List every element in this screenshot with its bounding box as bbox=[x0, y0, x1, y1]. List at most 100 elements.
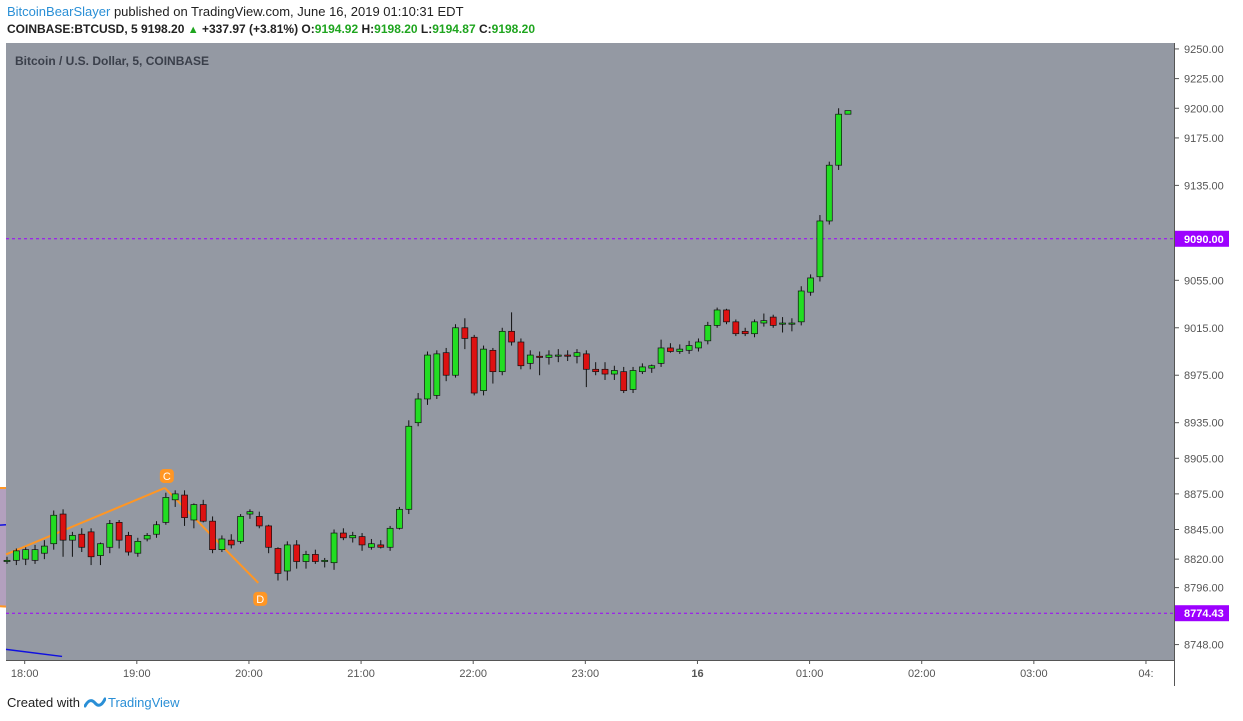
candle-body bbox=[293, 544, 301, 562]
candle-2325 bbox=[629, 366, 637, 394]
candle-2405 bbox=[704, 321, 712, 345]
candle-2330 bbox=[639, 363, 646, 375]
candle-2335 bbox=[648, 364, 656, 373]
candle-body bbox=[3, 559, 11, 562]
trend-line-1 bbox=[5, 648, 63, 658]
candle-body bbox=[227, 539, 235, 546]
candle-1755 bbox=[12, 548, 20, 566]
close-label: C: bbox=[478, 22, 492, 36]
candle-body bbox=[340, 532, 347, 539]
candle-body bbox=[31, 549, 39, 561]
symbol-label: COINBASE:BTCUSD, 5 bbox=[7, 22, 138, 36]
open-value: 9194.92 bbox=[314, 22, 359, 36]
candle-body bbox=[97, 543, 104, 556]
candle-body bbox=[620, 371, 628, 392]
candle-body bbox=[685, 345, 693, 351]
candle-body bbox=[564, 354, 571, 357]
candle-body bbox=[255, 516, 263, 527]
candle-2020 bbox=[283, 541, 291, 581]
candle-body bbox=[629, 370, 637, 390]
y-tick-label: 9135.00 bbox=[1184, 180, 1224, 192]
price-axis-background bbox=[1174, 43, 1236, 686]
candle-body bbox=[489, 349, 497, 373]
candle-2425 bbox=[741, 327, 749, 337]
candle-1915 bbox=[162, 492, 170, 525]
candle-1900 bbox=[134, 537, 142, 557]
ohlc-legend: COINBASE:BTCUSD, 5 9198.20 ▲ +337.97 (+3… bbox=[7, 22, 535, 36]
candle-2340 bbox=[657, 339, 665, 367]
candle-1800 bbox=[22, 547, 30, 566]
candle-1815 bbox=[50, 510, 58, 550]
pattern-fill bbox=[0, 487, 6, 607]
candle-body bbox=[87, 531, 95, 558]
candle-2235 bbox=[536, 351, 543, 376]
candle-2145 bbox=[442, 347, 450, 382]
candle-body bbox=[349, 535, 357, 539]
x-tick-label: 02:00 bbox=[908, 668, 936, 680]
candle-body bbox=[358, 536, 366, 546]
candle-2320 bbox=[620, 366, 628, 394]
candle-1940 bbox=[209, 516, 216, 554]
candle-body bbox=[713, 309, 721, 326]
y-tick-label: 8845.00 bbox=[1184, 524, 1224, 536]
candle-2355 bbox=[685, 340, 693, 354]
candle-2435 bbox=[760, 313, 768, 327]
y-tick-label: 8905.00 bbox=[1184, 453, 1224, 465]
candle-body bbox=[611, 370, 618, 375]
close-value: 9198.20 bbox=[491, 22, 536, 36]
candle-body bbox=[779, 322, 786, 325]
candle-2400 bbox=[695, 338, 702, 352]
chart-title: Bitcoin / U.S. Dollar, 5, COINBASE bbox=[15, 54, 209, 68]
candle-2030 bbox=[302, 550, 310, 569]
candle-body bbox=[143, 535, 151, 540]
candle-body bbox=[554, 354, 562, 357]
y-tick-label: 8975.00 bbox=[1184, 370, 1224, 382]
candle-2415 bbox=[723, 308, 730, 325]
candle-body bbox=[162, 497, 170, 523]
candle-1910 bbox=[153, 521, 160, 538]
candle-body bbox=[545, 354, 553, 358]
published-text: published on TradingView.com, June 16, 2… bbox=[113, 4, 464, 19]
candle-1935 bbox=[199, 499, 207, 523]
pattern-point-c-marker bbox=[159, 468, 174, 483]
publish-header: BitcoinBearSlayer published on TradingVi… bbox=[7, 4, 464, 19]
candle-body bbox=[171, 493, 179, 501]
y-tick-label: 8748.00 bbox=[1184, 640, 1224, 652]
candle-body bbox=[312, 554, 319, 562]
candle-2125 bbox=[405, 420, 413, 515]
pattern-point-d-label: D bbox=[256, 594, 264, 606]
candle-1920 bbox=[171, 490, 179, 507]
candle-2220 bbox=[508, 312, 515, 346]
candle-body bbox=[470, 336, 478, 394]
y-tick-label: 9250.00 bbox=[1184, 44, 1224, 56]
candle-body bbox=[321, 559, 329, 562]
candle-2515 bbox=[835, 108, 842, 170]
candle-body bbox=[517, 341, 525, 367]
candle-body bbox=[741, 330, 749, 335]
pattern-point-c-label: C bbox=[163, 471, 171, 483]
y-tick-label: 9015.00 bbox=[1184, 323, 1224, 335]
tradingview-link[interactable]: TradingView bbox=[107, 695, 180, 710]
candle-2450 bbox=[788, 318, 796, 332]
candle-body bbox=[461, 327, 469, 339]
candle-body bbox=[816, 220, 824, 278]
author-link[interactable]: BitcoinBearSlayer bbox=[7, 4, 111, 19]
candle-body bbox=[498, 330, 506, 373]
candle-2430 bbox=[751, 319, 758, 338]
level-label-9090-bg bbox=[1175, 230, 1229, 247]
up-triangle-icon: ▲ bbox=[187, 24, 199, 36]
candle-2230 bbox=[526, 350, 534, 370]
candle-2500 bbox=[807, 274, 814, 296]
candle-body bbox=[78, 533, 86, 548]
candle-1845 bbox=[106, 519, 114, 554]
candle-body bbox=[508, 330, 515, 343]
x-tick-label: 03:00 bbox=[1020, 668, 1048, 680]
candle-1840 bbox=[97, 542, 104, 566]
candle-body bbox=[751, 321, 758, 335]
candle-body bbox=[153, 524, 160, 535]
candle-body bbox=[582, 353, 590, 370]
candle-body bbox=[452, 327, 459, 376]
high-label: H: bbox=[361, 22, 375, 36]
candle-body bbox=[667, 347, 674, 352]
